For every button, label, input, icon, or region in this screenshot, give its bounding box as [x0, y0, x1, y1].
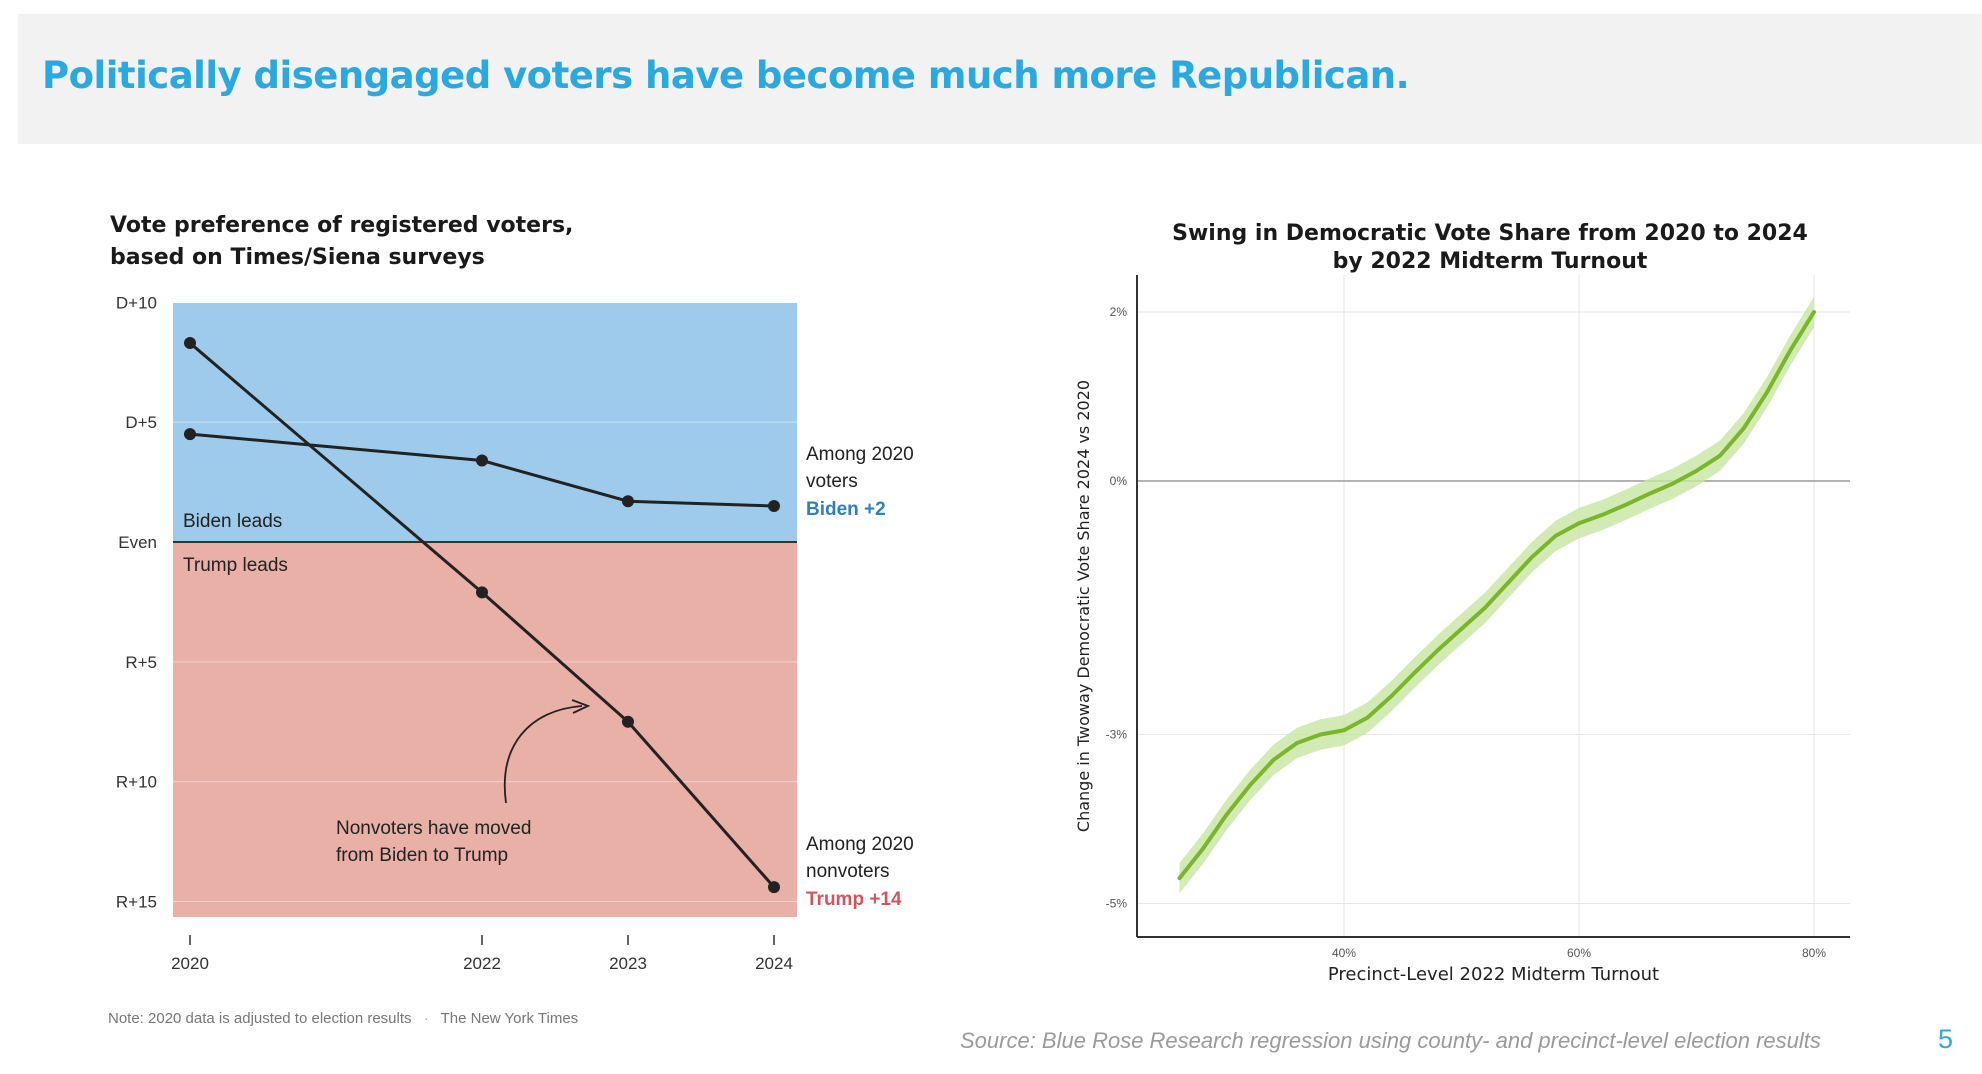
- page-number: 5: [1938, 1024, 1954, 1054]
- annotation-text: from Biden to Trump: [336, 845, 508, 866]
- swing-trend-line: [1177, 310, 1816, 881]
- y-tick-label: -3%: [1106, 728, 1128, 742]
- nonvoters-data-point: [476, 586, 488, 599]
- x-tick-label: 2024: [755, 954, 793, 973]
- y-axis-title: Change in Twoway Democratic Vote Share 2…: [1074, 380, 1093, 832]
- trump-leads-label: Trump leads: [183, 555, 288, 576]
- footer-note: Note: 2020 data is adjusted to election …: [108, 1010, 578, 1027]
- annotation-arrowhead: [571, 699, 591, 714]
- annotation-text: Nonvoters have moved: [336, 818, 531, 839]
- voters-data-point: [622, 495, 634, 508]
- x-tick-label: 2020: [171, 954, 209, 973]
- y-tick-label: R+5: [125, 653, 157, 672]
- voters-end-label: Among 2020: [806, 444, 914, 465]
- trump-leads-region: [173, 542, 797, 917]
- footer-note-separator: ·: [423, 1010, 429, 1027]
- voters-series-line: [189, 432, 775, 508]
- left-chart-title: Vote preference of registered voters, ba…: [110, 210, 670, 274]
- voters-data-point: [184, 428, 196, 441]
- voters-data-point: [476, 454, 488, 467]
- footer-source: Source: Blue Rose Research regression us…: [960, 1028, 1821, 1053]
- x-tick-label: 2022: [463, 954, 501, 973]
- x-tick-label: 2023: [609, 954, 647, 973]
- left-chart: D+10 D+5 Even R+5 R+10 R+15 Biden leads Trump l…: [116, 293, 914, 973]
- nonvoters-series-line: [189, 341, 776, 889]
- nonvoters-end-label: nonvoters: [806, 861, 889, 882]
- voters-data-point: [768, 500, 780, 513]
- x-axis-title: Precinct-Level 2022 Midterm Turnout: [1328, 964, 1659, 985]
- footer-note-text: Note: 2020 data is adjusted to election …: [108, 1010, 412, 1027]
- header-band: [18, 14, 1982, 144]
- annotation-arrow: [503, 705, 583, 804]
- y-tick-label: 0%: [1110, 474, 1128, 488]
- footer-note-credit: The New York Times: [440, 1010, 579, 1027]
- y-tick-label: 2%: [1110, 305, 1128, 319]
- x-tick-label: 80%: [1802, 946, 1826, 960]
- nonvoters-end-label: Among 2020: [806, 834, 914, 855]
- biden-leads-label: Biden leads: [183, 511, 282, 532]
- y-tick-label: R+15: [116, 893, 157, 912]
- right-chart-title-line-1: Swing in Democratic Vote Share from 2020…: [1172, 221, 1808, 246]
- nonvoters-end-value: Trump +14: [806, 889, 902, 910]
- page-headline: Politically disengaged voters have becom…: [42, 54, 1410, 97]
- x-tick-label: 60%: [1567, 946, 1591, 960]
- nonvoters-data-point: [622, 715, 634, 728]
- voters-end-label: voters: [806, 471, 858, 492]
- y-tick-label: Even: [118, 533, 157, 552]
- y-tick-label: D+10: [116, 293, 157, 312]
- right-chart-title-line-2: by 2022 Midterm Turnout: [1332, 249, 1648, 274]
- x-tick-label: 40%: [1332, 946, 1356, 960]
- nonvoters-data-point: [184, 337, 196, 350]
- left-chart-title-line-2: based on Times/Siena surveys: [110, 245, 485, 270]
- y-tick-label: D+5: [125, 413, 157, 432]
- left-chart-title-line-1: Vote preference of registered voters,: [110, 213, 574, 238]
- right-chart-title: Swing in Democratic Vote Share from 2020…: [1100, 220, 1880, 276]
- voters-end-value: Biden +2: [806, 499, 886, 520]
- y-tick-label: -5%: [1106, 897, 1128, 911]
- y-tick-label: R+10: [116, 773, 157, 792]
- nonvoters-data-point: [768, 881, 780, 894]
